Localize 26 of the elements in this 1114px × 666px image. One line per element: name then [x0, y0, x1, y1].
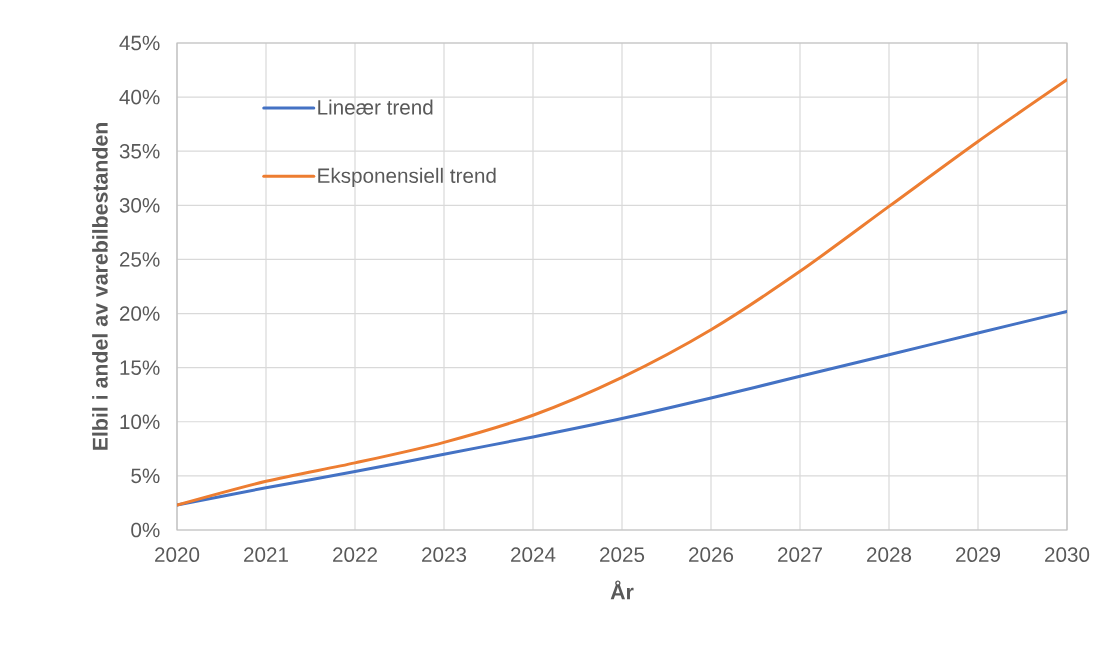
- y-tick-label: 45%: [119, 35, 160, 51]
- y-tick-label: 30%: [119, 198, 160, 213]
- x-tick-label: 2026: [689, 547, 734, 562]
- line-series: [177, 78, 1067, 507]
- y-tick-label: 40%: [119, 89, 160, 105]
- y-axis-title: Elbil i andel av varebilbestanden: [92, 123, 108, 450]
- y-tick-label: 35%: [119, 143, 160, 159]
- x-tick-label: 2020: [155, 547, 200, 562]
- x-tick-label: 2028: [867, 547, 912, 562]
- y-tick-label: 10%: [120, 414, 160, 430]
- x-tick-label: 2025: [600, 547, 645, 562]
- y-tick-label: 20%: [119, 306, 160, 321]
- x-tick-label: 2022: [333, 547, 377, 562]
- y-tick-label: 0%: [131, 522, 160, 538]
- legend-label: Eksponensiell trend: [318, 167, 496, 188]
- legend-label: Lineær trend: [318, 99, 433, 115]
- y-tick-label: 25%: [119, 252, 160, 267]
- x-tick-label: 2030: [1045, 547, 1090, 562]
- x-tick-label: 2023: [422, 547, 467, 562]
- x-tick-label: 2027: [778, 547, 822, 562]
- x-tick-label: 2021: [244, 547, 288, 562]
- x-axis-title: År: [610, 580, 634, 600]
- x-tick-label: 2029: [956, 547, 1001, 562]
- x-tick-label: 2024: [511, 547, 556, 562]
- y-tick-label: 5%: [131, 468, 160, 484]
- y-tick-label: 15%: [120, 360, 160, 375]
